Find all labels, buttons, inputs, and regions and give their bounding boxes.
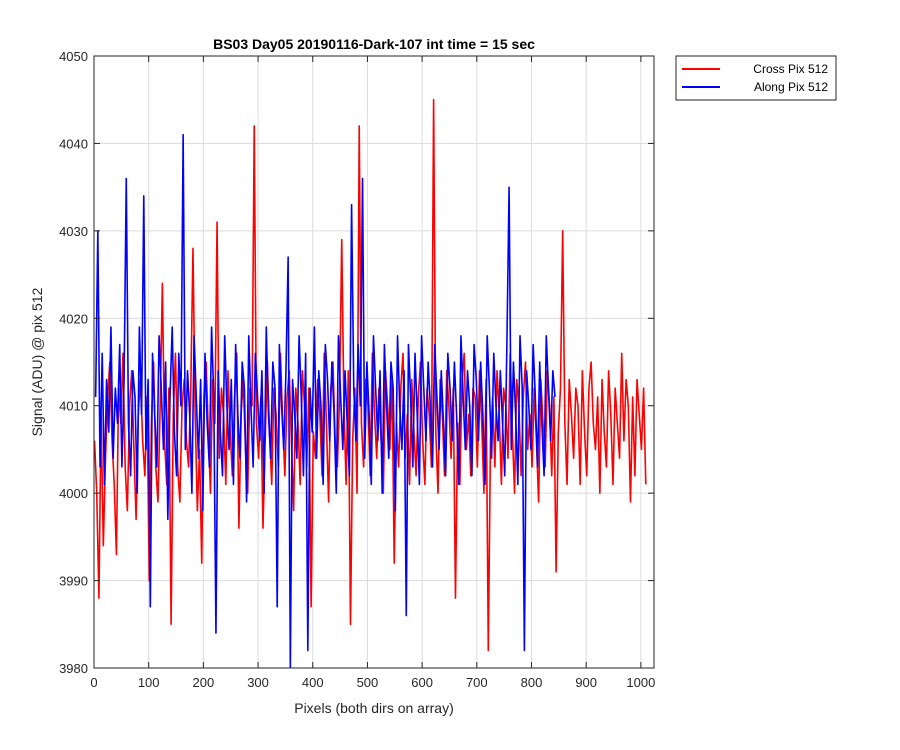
tick-marks: 0 100 200 300 400 500 600 700 800 900 1000 3980 3990… (59, 49, 655, 690)
x-tick-label: 800 (521, 675, 543, 690)
y-tick-label: 4020 (59, 311, 88, 326)
legend: Cross Pix 512 Along Pix 512 (675, 55, 837, 101)
x-tick-label: 100 (138, 675, 160, 690)
x-tick-label: 700 (466, 675, 488, 690)
y-tick-label: 4030 (59, 224, 88, 239)
chart-title: BS03 Day05 20190116-Dark-107 int time = … (213, 36, 535, 52)
series-line-along (94, 133, 556, 668)
axes-frame (93, 55, 655, 669)
series-layer (94, 98, 647, 668)
legend-label-along: Along Pix 512 (754, 80, 828, 94)
x-tick-label: 1000 (626, 675, 655, 690)
x-tick-label: 300 (247, 675, 269, 690)
x-tick-label: 500 (357, 675, 379, 690)
x-axis-label: Pixels (both dirs on array) (294, 700, 454, 716)
legend-label-cross: Cross Pix 512 (753, 62, 828, 76)
y-tick-label: 4040 (59, 136, 88, 151)
x-tick-label: 0 (90, 675, 97, 690)
x-tick-label: 200 (193, 675, 215, 690)
x-tick-label: 900 (575, 675, 597, 690)
y-tick-label: 4010 (59, 399, 88, 414)
axes-box (93, 55, 655, 669)
x-tick-label: 600 (411, 675, 433, 690)
y-tick-label: 4050 (59, 49, 88, 64)
x-tick-label: 400 (302, 675, 324, 690)
y-axis-label: Signal (ADU) @ pix 512 (29, 287, 45, 436)
y-tick-label: 3990 (59, 574, 88, 589)
series-line-cross (94, 98, 647, 652)
y-tick-label: 3980 (59, 661, 88, 676)
y-tick-label: 4000 (59, 486, 88, 501)
legend-box (675, 55, 837, 101)
